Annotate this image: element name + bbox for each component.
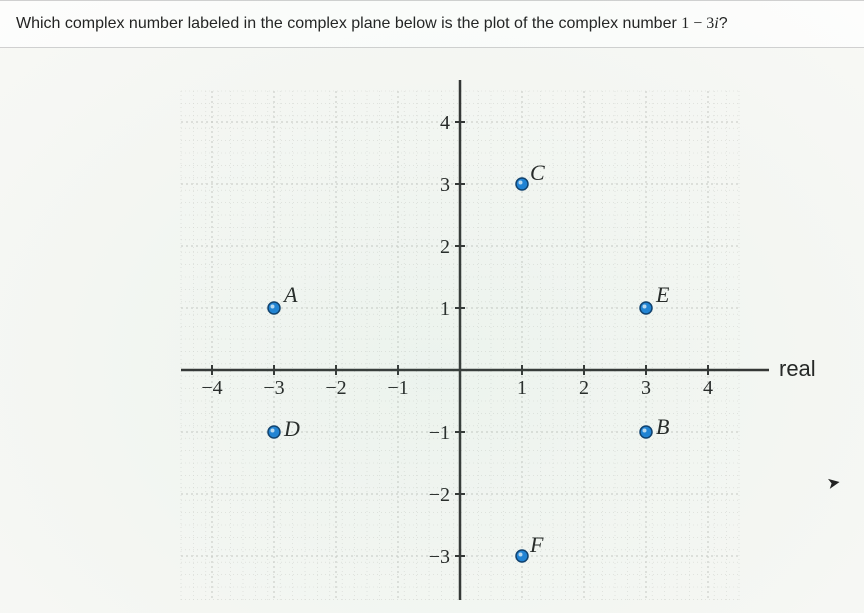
question-expr: 1 − 3: [681, 15, 714, 32]
y-tick-label: 1: [440, 298, 450, 320]
plot-point[interactable]: [516, 550, 528, 562]
x-tick-label: −2: [325, 377, 346, 399]
point-label: C: [530, 160, 545, 185]
plot-bg: [120, 80, 840, 600]
x-tick-label: 2: [579, 377, 589, 399]
plot-point-highlight: [271, 429, 275, 433]
y-tick-label: −1: [429, 422, 450, 444]
graph-svg: −4−3−2−11234−4−3−2−11234imagrealABCDEF: [120, 80, 840, 600]
real-axis-title: real: [779, 356, 816, 381]
y-tick-label: −2: [429, 484, 450, 506]
question-suffix: ?: [719, 15, 728, 32]
plot-point[interactable]: [640, 426, 652, 438]
question-text: Which complex number labeled in the comp…: [16, 15, 728, 32]
plot-point-highlight: [519, 553, 523, 557]
x-tick-label: 3: [641, 377, 651, 399]
plot-point-highlight: [271, 305, 275, 309]
y-tick-label: 4: [440, 112, 450, 134]
plot-point[interactable]: [268, 426, 280, 438]
complex-plane-graph: −4−3−2−11234−4−3−2−11234imagrealABCDEF: [120, 80, 840, 600]
plot-point[interactable]: [516, 178, 528, 190]
x-tick-label: −4: [201, 377, 222, 399]
x-tick-label: 4: [703, 377, 713, 399]
plot-point-highlight: [643, 305, 647, 309]
question-bar: Which complex number labeled in the comp…: [0, 0, 864, 48]
point-label: E: [655, 282, 670, 307]
point-label: F: [529, 532, 544, 557]
question-prefix: Which complex number labeled in the comp…: [16, 15, 681, 32]
cursor-icon: ➤: [825, 472, 842, 494]
x-tick-label: −1: [387, 377, 408, 399]
plot-point[interactable]: [268, 302, 280, 314]
plot-point-highlight: [643, 429, 647, 433]
y-tick-label: 3: [440, 174, 450, 196]
point-label: A: [282, 282, 298, 307]
plot-point-highlight: [519, 181, 523, 185]
y-tick-label: −3: [429, 546, 450, 568]
point-label: B: [656, 414, 669, 439]
point-label: D: [283, 416, 300, 441]
y-tick-label: 2: [440, 236, 450, 258]
plot-point[interactable]: [640, 302, 652, 314]
x-tick-label: 1: [517, 377, 527, 399]
x-tick-label: −3: [263, 377, 284, 399]
